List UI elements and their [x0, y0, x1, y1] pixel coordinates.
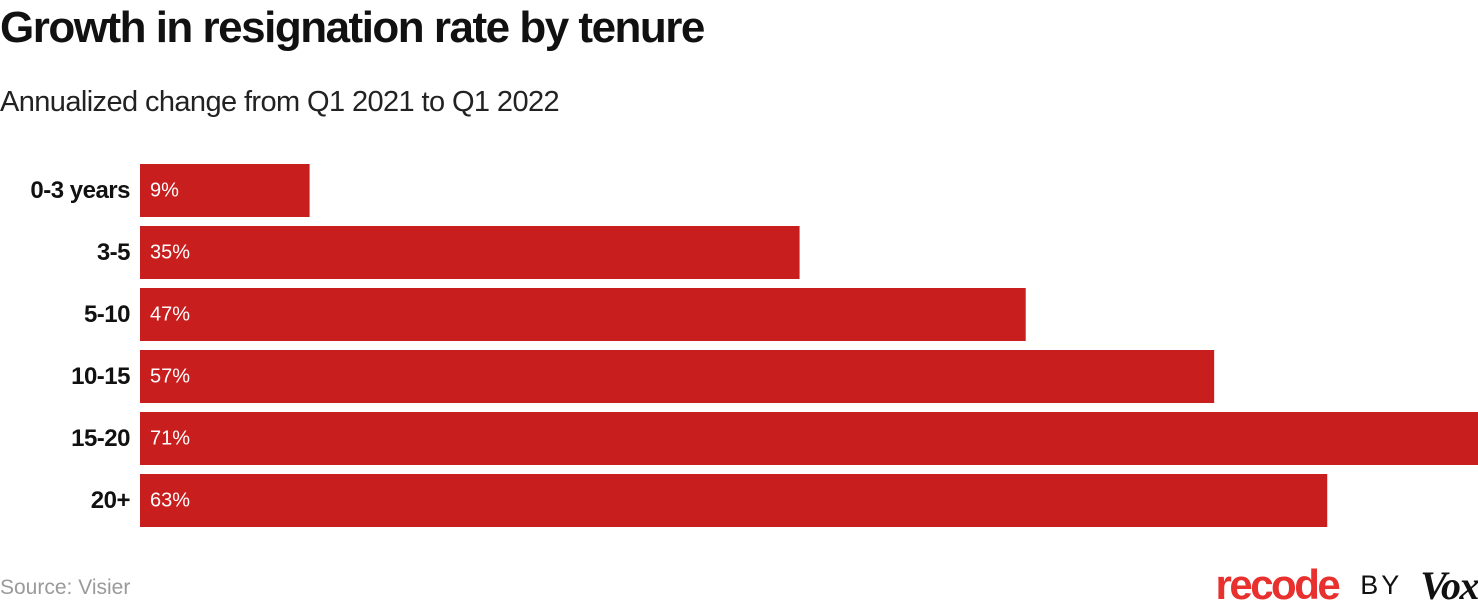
vox-logo: Vox: [1420, 562, 1478, 608]
bar-group: 0-3 years 9%: [30, 164, 310, 217]
category-label: 15-20: [71, 425, 130, 452]
bar: [140, 226, 800, 279]
value-label: 57%: [150, 366, 190, 388]
category-label: 10-15: [71, 363, 130, 390]
value-label: 9%: [150, 180, 179, 202]
value-label: 47%: [150, 304, 190, 326]
bar-group: 5-10 47%: [84, 288, 1026, 341]
source-note: Source: Visier: [0, 576, 131, 599]
bar: [140, 288, 1026, 341]
branding-logo: recode BY Vox: [1215, 561, 1478, 608]
bar: [140, 412, 1478, 465]
category-label: 20+: [91, 487, 131, 514]
category-label: 0-3 years: [30, 177, 130, 204]
category-label: 3-5: [97, 239, 130, 266]
bar-group: 3-5 35%: [97, 226, 800, 279]
chart-title: Growth in resignation rate by tenure: [0, 3, 705, 52]
bar-chart: 0-3 years 9% 3-5 35% 5-10 47% 10-15 57% 15-20 71%…: [30, 164, 1478, 527]
value-label: 63%: [150, 490, 190, 512]
bar-group: 10-15 57%: [71, 350, 1215, 403]
value-label: 35%: [150, 242, 190, 264]
category-label: 5-10: [84, 301, 130, 328]
bar-group: 20+ 63%: [91, 474, 1328, 527]
recode-logo: recode: [1215, 561, 1340, 608]
by-text: BY: [1360, 569, 1403, 600]
bar-group: 15-20 71%: [71, 412, 1478, 465]
bar: [140, 474, 1328, 527]
bar: [140, 164, 310, 217]
chart-subtitle: Annualized change from Q1 2021 to Q1 202…: [0, 86, 560, 118]
value-label: 71%: [150, 428, 190, 450]
bar: [140, 350, 1215, 403]
